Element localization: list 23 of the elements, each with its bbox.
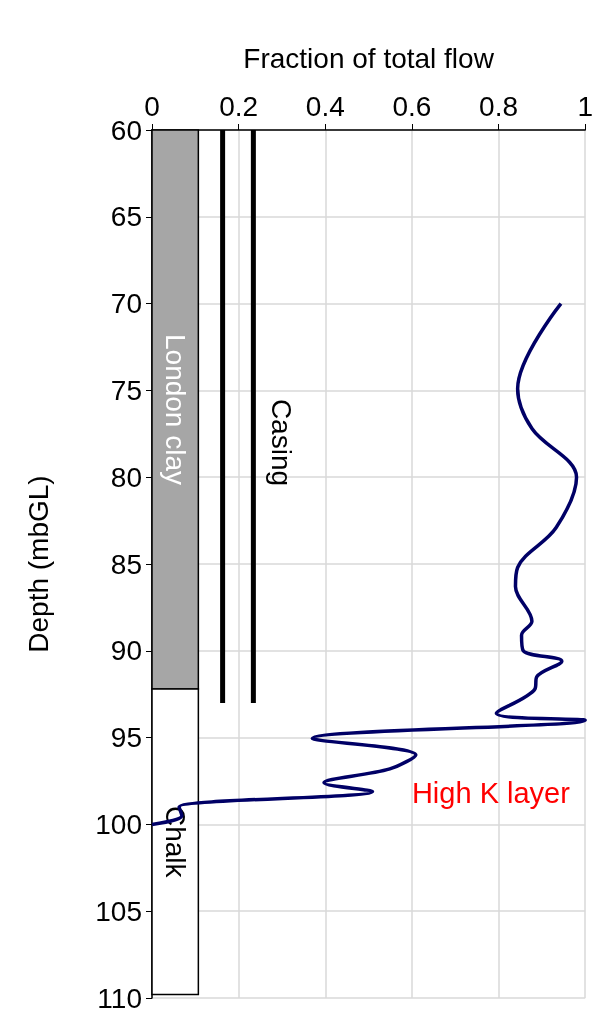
y-tick-label: 60 <box>110 114 142 146</box>
x-tick-label: 1 <box>577 90 593 122</box>
annotation: Casing <box>266 398 298 487</box>
band-label: London clay <box>159 333 191 485</box>
y-tick-label: 105 <box>95 895 142 927</box>
y-axis-title: Depth (mbGL) <box>22 475 54 653</box>
x-tick-label: 0 <box>144 90 160 122</box>
y-tick-label: 70 <box>110 288 142 320</box>
y-tick-label: 65 <box>110 201 142 233</box>
band-label: Chalk <box>159 805 191 879</box>
y-tick-label: 85 <box>110 548 142 580</box>
x-tick-label: 0.8 <box>479 90 519 122</box>
y-tick-label: 110 <box>97 982 142 1014</box>
y-tick-label: 75 <box>110 374 142 406</box>
x-axis-title: Fraction of total flow <box>243 42 495 74</box>
x-tick-label: 0.2 <box>219 90 259 122</box>
x-tick-label: 0.6 <box>392 90 432 122</box>
y-tick-label: 100 <box>95 808 142 840</box>
y-tick-label: 95 <box>110 722 142 754</box>
y-tick-label: 80 <box>110 461 142 493</box>
y-tick-label: 90 <box>110 635 142 667</box>
x-tick-label: 0.4 <box>305 90 345 122</box>
annotation: High K layer <box>411 777 571 810</box>
